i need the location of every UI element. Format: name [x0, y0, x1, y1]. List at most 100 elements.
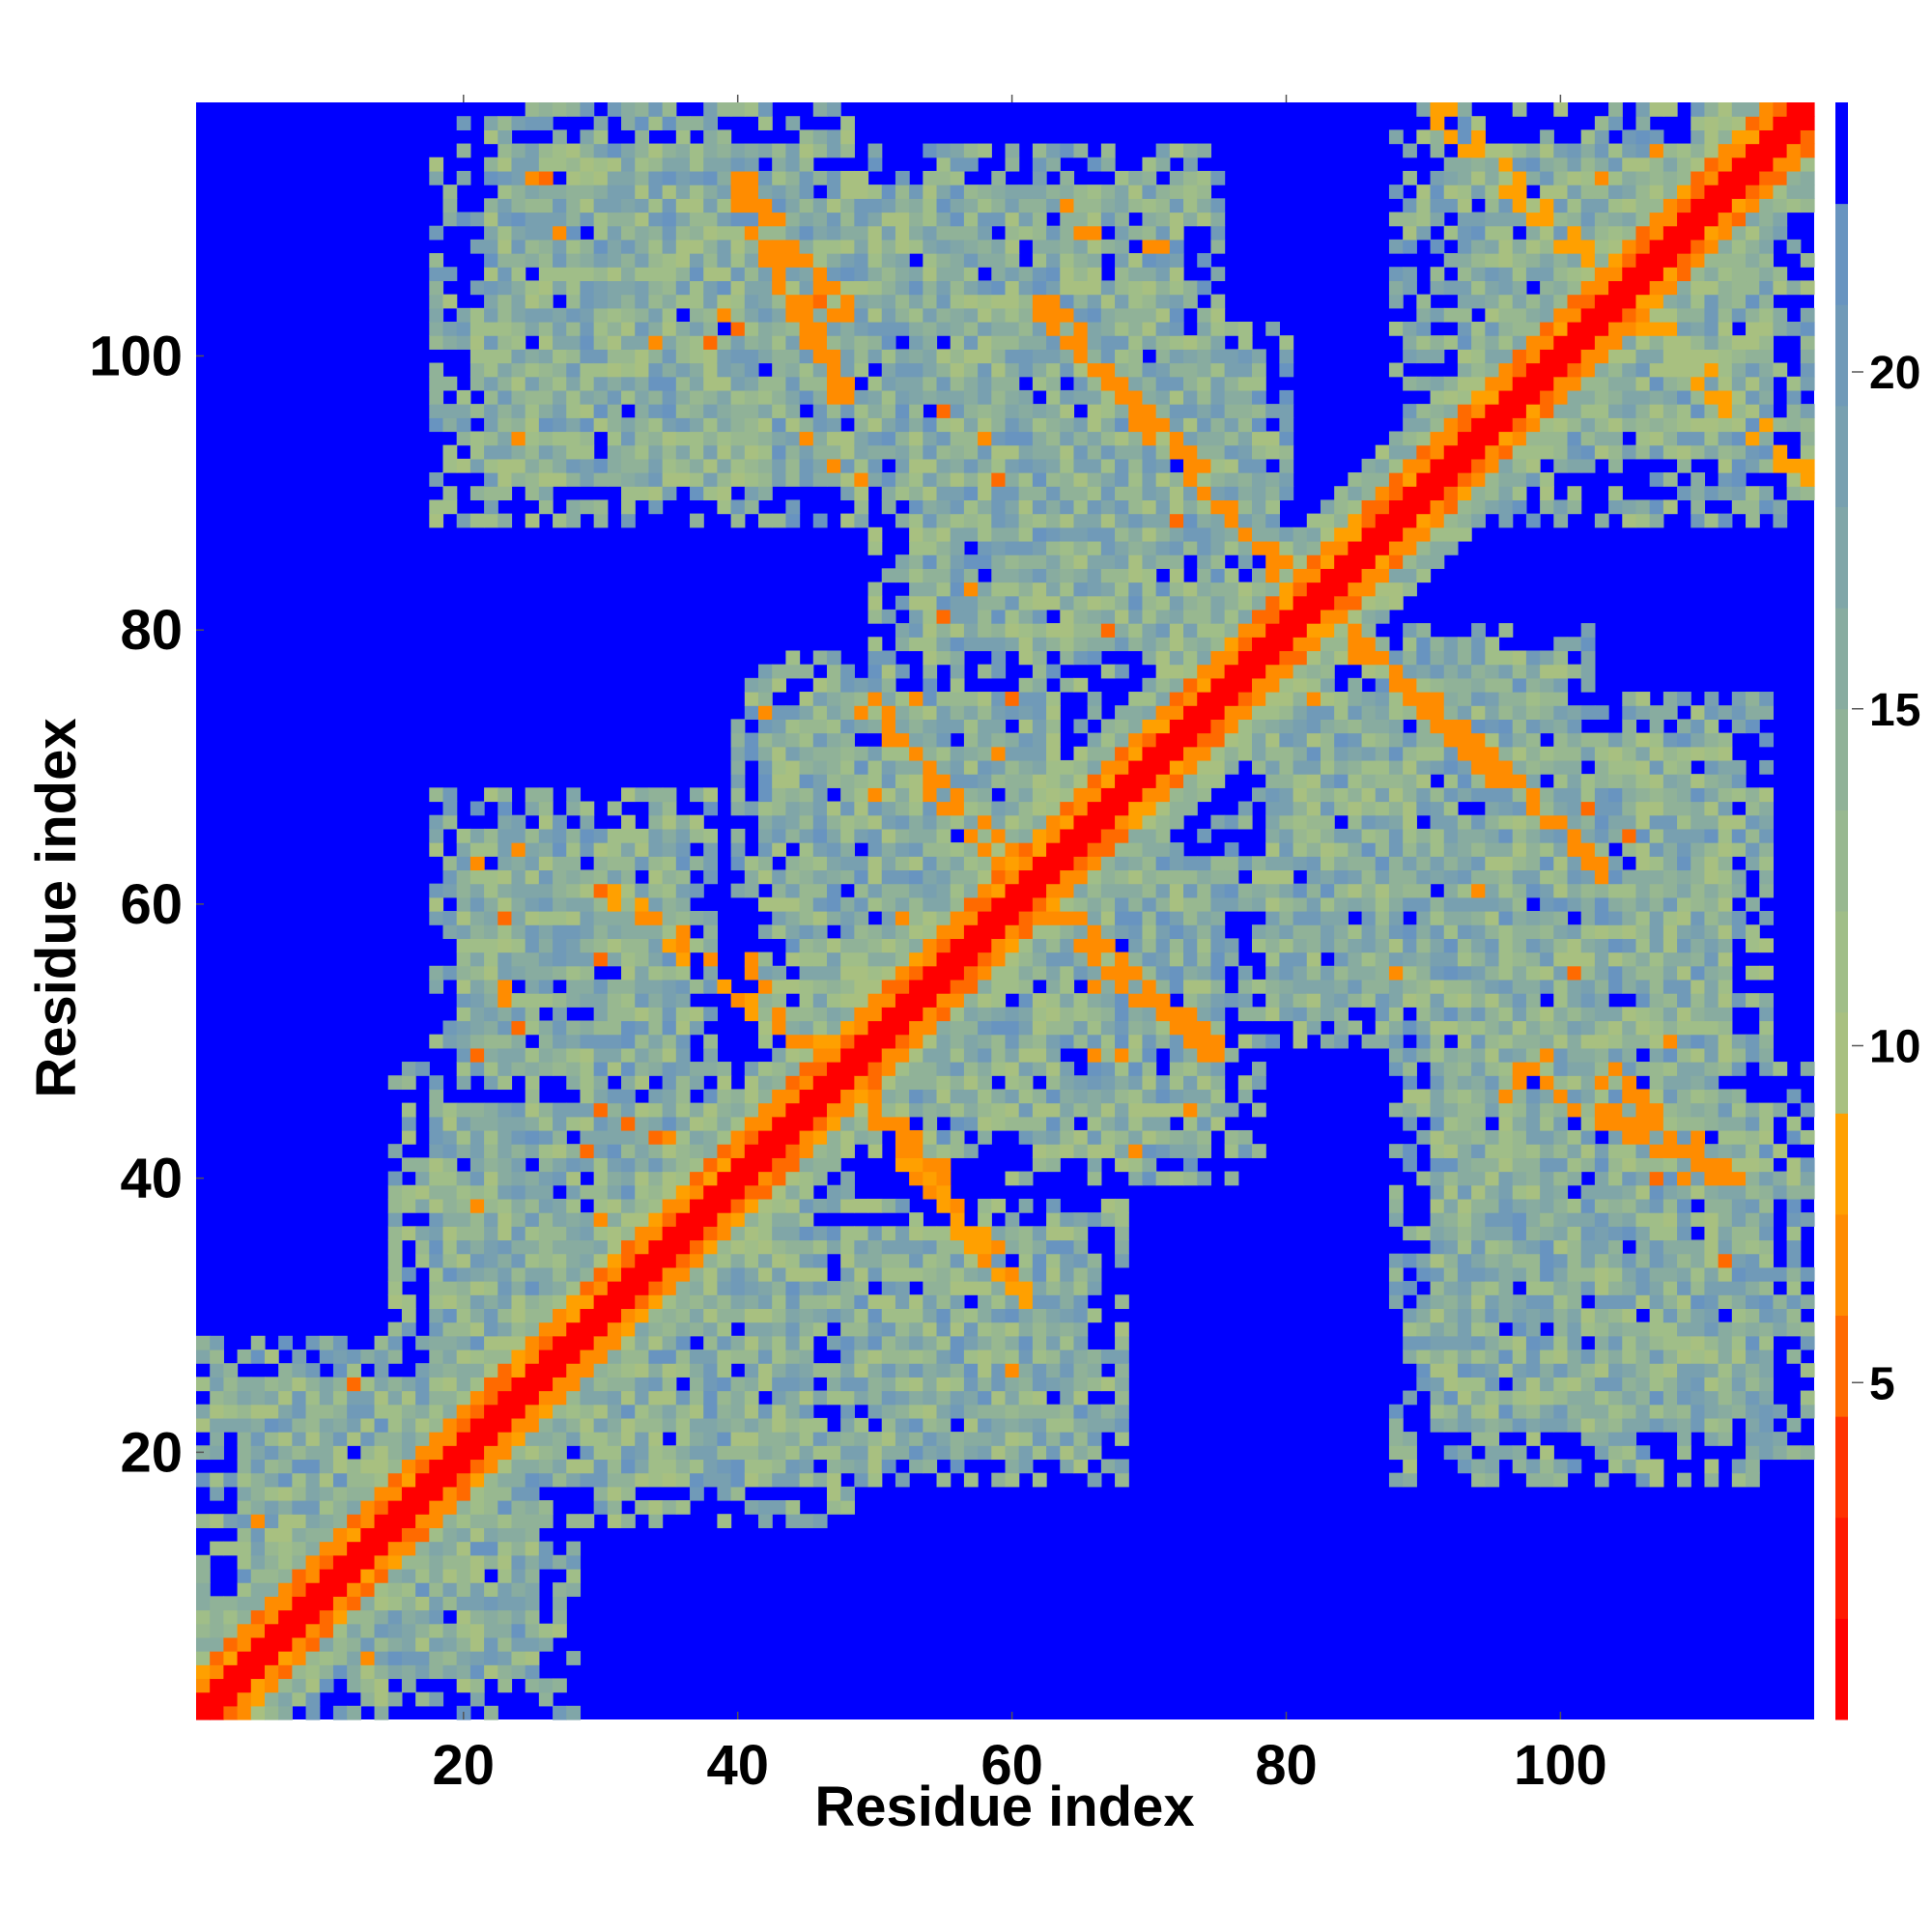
heatmap-cell	[1197, 774, 1212, 788]
heatmap-cell	[525, 1007, 540, 1022]
heatmap-cell	[566, 787, 582, 803]
heatmap-cell	[799, 431, 814, 446]
heatmap-cell	[1142, 883, 1157, 898]
heatmap-cell	[442, 1335, 458, 1350]
heatmap-cell	[621, 1144, 636, 1158]
heatmap-cell	[1100, 582, 1116, 597]
heatmap-cell	[1100, 307, 1116, 323]
heatmap-cell	[950, 1404, 965, 1419]
heatmap-cell	[867, 156, 883, 172]
heatmap-cell	[826, 472, 841, 487]
heatmap-cell	[415, 1582, 430, 1597]
heatmap-cell	[553, 376, 567, 391]
heatmap-cell	[607, 924, 622, 939]
heatmap-cell	[1032, 1226, 1047, 1241]
heatmap-cell	[210, 1445, 224, 1461]
heatmap-cell	[717, 267, 732, 282]
heatmap-cell	[950, 1239, 965, 1255]
heatmap-cell	[1060, 499, 1075, 515]
heatmap-cell	[991, 979, 1007, 994]
heatmap-cell	[826, 349, 841, 364]
heatmap-cell	[963, 1116, 979, 1131]
heatmap-cell	[347, 1404, 361, 1419]
heatmap-cell	[978, 595, 992, 611]
heatmap-cell	[484, 1500, 498, 1515]
heatmap-cell	[1100, 499, 1116, 515]
heatmap-cell	[757, 759, 773, 775]
heatmap-cell	[867, 1047, 883, 1063]
heatmap-cell	[867, 472, 883, 487]
heatmap-cell	[648, 1198, 664, 1213]
heatmap-cell	[648, 472, 664, 487]
heatmap-cell	[936, 1007, 952, 1022]
heatmap-cell	[1060, 1377, 1075, 1392]
heatmap-cell	[662, 280, 677, 296]
heatmap-cell	[347, 1596, 361, 1611]
heatmap-cell	[593, 417, 609, 433]
heatmap-cell	[1005, 1349, 1020, 1364]
heatmap-cell	[1032, 1116, 1047, 1131]
heatmap-cell	[923, 1157, 938, 1173]
heatmap-cell	[757, 253, 773, 268]
heatmap-cell	[1073, 759, 1089, 775]
heatmap-cell	[1155, 1075, 1171, 1091]
heatmap-cell	[690, 814, 704, 830]
heatmap-cell	[415, 1651, 430, 1665]
heatmap-cell	[826, 1020, 841, 1036]
heatmap-cell	[442, 1144, 458, 1158]
heatmap-cell	[923, 609, 938, 624]
heatmap-cell	[429, 1596, 444, 1611]
heatmap-cell	[717, 225, 732, 241]
heatmap-cell	[675, 1075, 691, 1091]
heatmap-cell	[1018, 595, 1034, 611]
heatmap-cell	[538, 417, 554, 433]
heatmap-cell	[442, 1294, 458, 1310]
heatmap-cell	[264, 1582, 279, 1597]
heatmap-cell	[703, 170, 718, 185]
heatmap-cell	[1115, 335, 1129, 350]
heatmap-cell	[1183, 404, 1198, 418]
heatmap-cell	[415, 1623, 430, 1638]
heatmap-cell	[1169, 664, 1184, 679]
heatmap-cell	[785, 1500, 801, 1515]
heatmap-cell	[484, 267, 498, 282]
heatmap-cell	[854, 911, 869, 925]
heatmap-cell	[401, 1198, 416, 1213]
heatmap-cell	[950, 1294, 965, 1310]
heatmap-cell	[648, 143, 664, 158]
heatmap-cell	[593, 1144, 609, 1158]
heatmap-cell	[840, 404, 855, 418]
heatmap-cell	[812, 979, 828, 994]
heatmap-cell	[690, 444, 704, 460]
heatmap-cell	[1032, 746, 1047, 761]
heatmap-cell	[703, 1404, 718, 1419]
heatmap-cell	[497, 1459, 513, 1474]
heatmap-cell	[772, 842, 786, 857]
heatmap-cell	[442, 1432, 458, 1446]
heatmap-cell	[744, 472, 759, 487]
heatmap-cell	[401, 1377, 416, 1392]
heatmap-cell	[799, 842, 814, 857]
heatmap-cell	[278, 1472, 293, 1488]
heatmap-cell	[415, 1239, 430, 1255]
heatmap-cell	[826, 1308, 841, 1323]
heatmap-cell	[347, 1651, 361, 1665]
heatmap-cell	[867, 896, 883, 912]
heatmap-cell	[703, 102, 718, 117]
heatmap-cell	[909, 307, 923, 323]
heatmap-cell	[1046, 417, 1061, 433]
heatmap-cell	[950, 1062, 965, 1076]
heatmap-cell	[593, 239, 609, 254]
heatmap-cell	[1128, 1157, 1144, 1173]
heatmap-cell	[867, 404, 883, 418]
heatmap-cell	[566, 1294, 582, 1310]
heatmap-cell	[730, 1239, 746, 1255]
heatmap-cell	[593, 170, 609, 185]
heatmap-cell	[744, 1417, 759, 1433]
heatmap-cell	[936, 280, 952, 296]
heatmap-cell	[826, 650, 841, 666]
heatmap-cell	[991, 417, 1007, 433]
heatmap-cell	[1005, 431, 1020, 446]
heatmap-cell	[401, 1417, 416, 1433]
heatmap-cell	[1197, 499, 1212, 515]
